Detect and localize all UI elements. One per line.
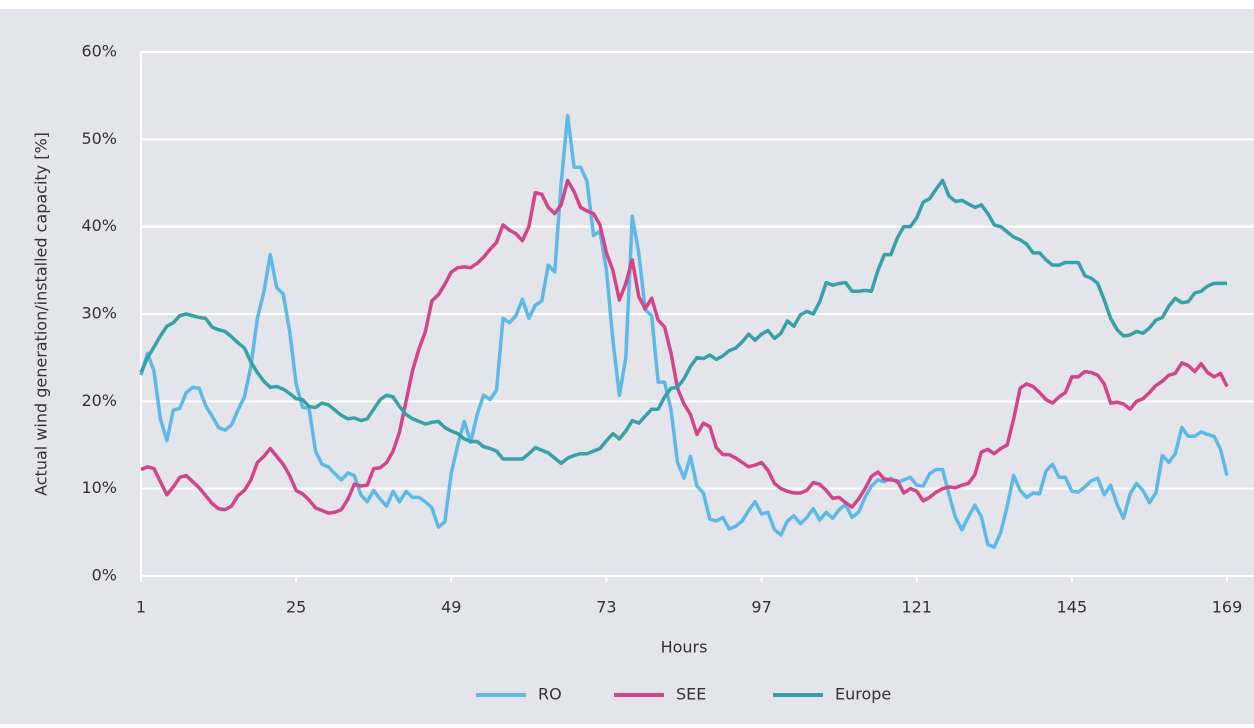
legend-label: Europe — [835, 685, 891, 704]
x-tick-label: 1 — [136, 598, 146, 617]
x-tick-label: 73 — [596, 598, 616, 617]
y-tick-label: 50% — [81, 129, 117, 148]
legend-label: RO — [538, 685, 562, 704]
x-axis-label: Hours — [661, 638, 708, 657]
x-tick-label: 25 — [286, 598, 306, 617]
y-tick-label: 40% — [81, 216, 117, 235]
y-tick-label: 30% — [81, 304, 117, 323]
x-tick-label: 121 — [901, 598, 932, 617]
y-tick-label: 60% — [81, 42, 117, 61]
y-tick-label: 0% — [92, 566, 117, 585]
chart-background — [0, 9, 1254, 724]
legend-label: SEE — [676, 685, 706, 704]
series-line — [139, 178, 1227, 466]
y-tick-label: 10% — [81, 478, 117, 497]
series-line — [140, 178, 1229, 515]
x-tick-label: 145 — [1057, 598, 1088, 617]
x-tick-label: 49 — [441, 598, 461, 617]
y-tick-label: 20% — [81, 391, 117, 410]
x-tick-label: 169 — [1212, 598, 1243, 617]
series-line — [139, 114, 1229, 549]
y-axis-label: Actual wind generation/installed capacit… — [32, 132, 51, 496]
x-tick-label: 97 — [751, 598, 771, 617]
